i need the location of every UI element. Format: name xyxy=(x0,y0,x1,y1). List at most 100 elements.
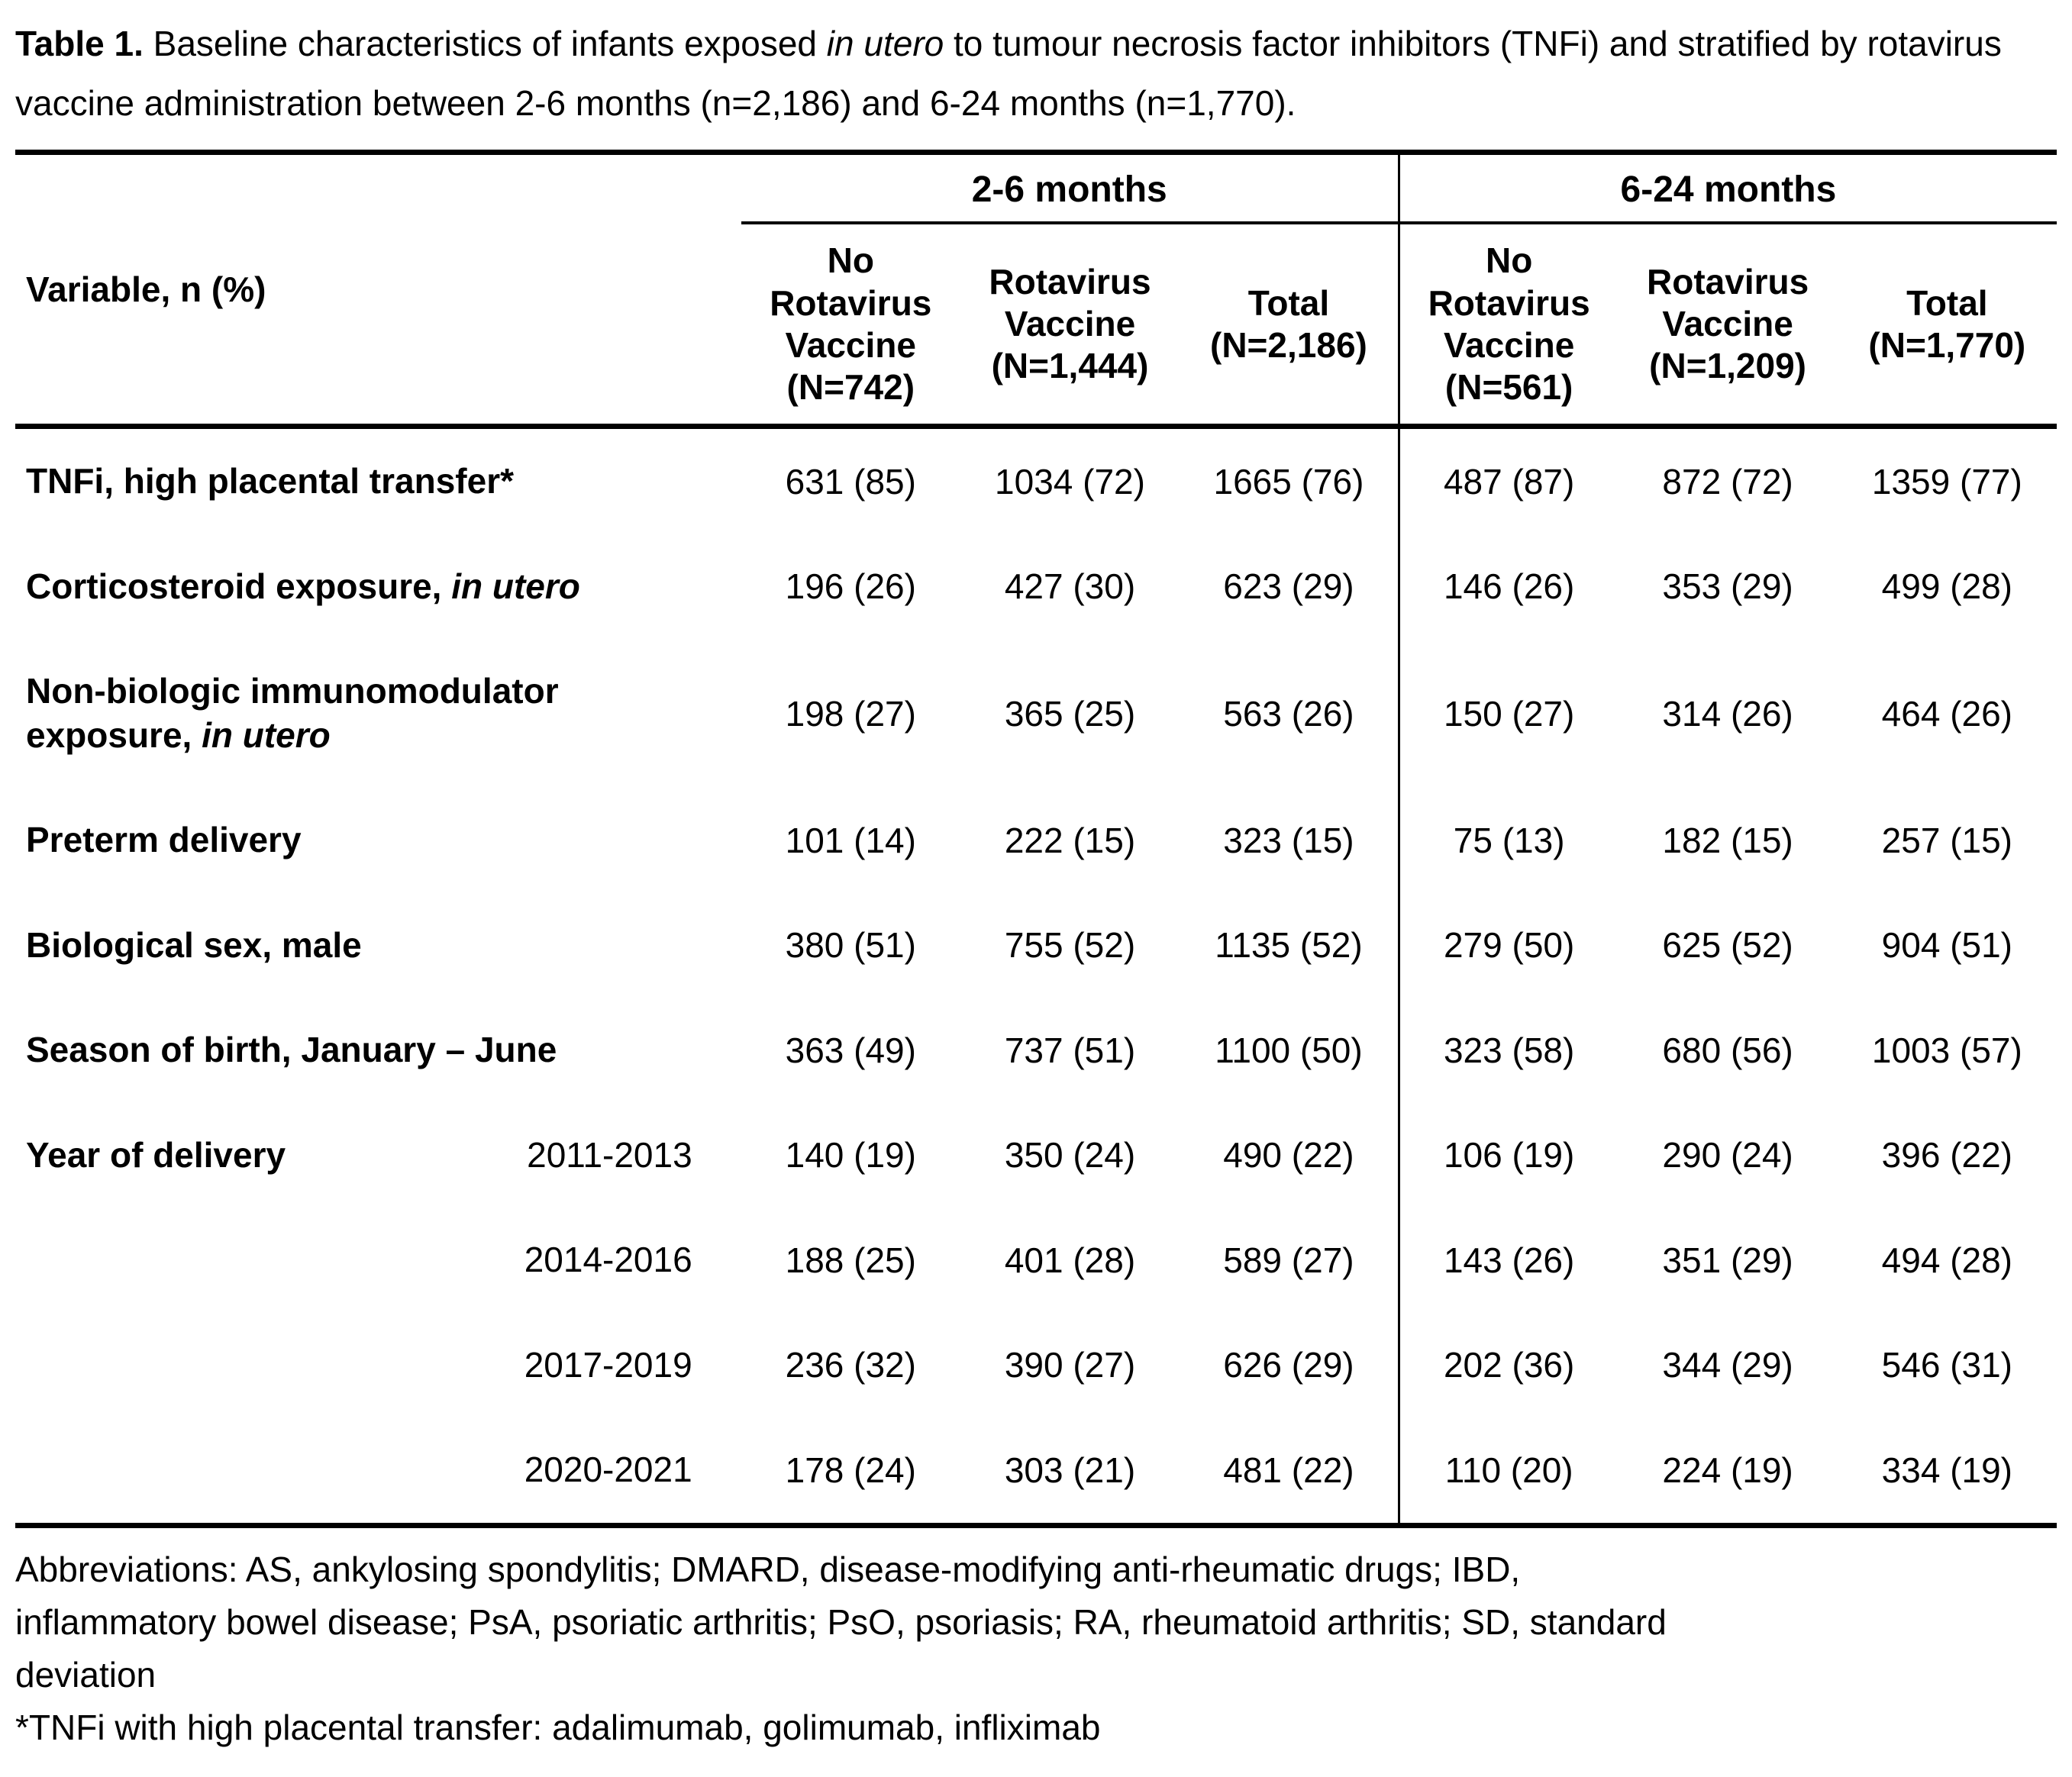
value-cell: 365 (25) xyxy=(1004,693,1136,734)
row-label-wrap: TNFi, high placental transfer* xyxy=(26,460,741,504)
row-label-cell: Non-biologic immunomodulator exposure, i… xyxy=(15,639,741,788)
table-caption-number: Table 1. xyxy=(15,24,144,63)
row-corticosteroid-exposure: Corticosteroid exposure, in utero 196 (2… xyxy=(15,534,2057,640)
group-header-row: Variable, n (%) 2-6 months 6-24 months xyxy=(15,150,2057,430)
row-preterm-delivery: Preterm delivery 101 (14) 222 (15) 323 (… xyxy=(15,788,2057,893)
value-cell: 202 (36) xyxy=(1397,1312,1619,1418)
value-cell: 1034 (72) xyxy=(995,461,1145,501)
row-sublabel: 2020-2021 xyxy=(524,1450,692,1490)
value-cell: 290 (24) xyxy=(1662,1135,1793,1176)
value-cell: 198 (27) xyxy=(785,693,916,734)
value-cell: 1135 (52) xyxy=(1215,925,1363,966)
value-cell: 279 (50) xyxy=(1397,892,1619,998)
col-header-total-2-6: Total (N=2,186) xyxy=(1180,223,1399,430)
value-cell: 110 (20) xyxy=(1397,1417,1619,1528)
baseline-characteristics-table: Variable, n (%) 2-6 months 6-24 months N… xyxy=(15,150,2057,1528)
value-cell: 334 (19) xyxy=(1837,1417,2057,1528)
row-label-cell: Year of delivery 2011-2013 xyxy=(15,1103,741,1208)
row-label-text: TNFi, high placental transfer* xyxy=(26,461,514,501)
row-sublabel: 2014-2016 xyxy=(524,1240,692,1280)
value-cell: 350 (24) xyxy=(1004,1135,1136,1176)
value-cell: 196 (26) xyxy=(785,566,916,607)
row-label-text: Year of delivery xyxy=(26,1134,286,1175)
value-cell: 143 (26) xyxy=(1397,1208,1619,1313)
value-cell: 380 (51) xyxy=(785,925,916,966)
row-year-2014-2016: 2014-2016 188 (25) 401 (28) 589 (27) 143… xyxy=(15,1208,2057,1313)
value-cell: 737 (51) xyxy=(1004,1030,1136,1070)
value-cell: 427 (30) xyxy=(1004,566,1136,607)
row-label-cell: Biological sex, male xyxy=(15,893,741,998)
value-cell: 390 (27) xyxy=(1004,1345,1136,1385)
col-header-no-rotavirus-2-6: No Rotavirus Vaccine (N=742) xyxy=(741,223,960,430)
row-label-wrap: Year of delivery 2011-2013 xyxy=(26,1134,741,1178)
col-header-no-rotavirus-6-24: No Rotavirus Vaccine (N=561) xyxy=(1397,223,1619,430)
value-cell: 499 (28) xyxy=(1881,566,2013,607)
row-label-wrap: Season of birth, January – June xyxy=(26,1028,741,1072)
row-biological-sex-male: Biological sex, male 380 (51) 755 (52) 1… xyxy=(15,892,2057,998)
value-cell: 323 (15) xyxy=(1223,820,1354,860)
value-cell: 1665 (76) xyxy=(1213,461,1364,501)
value-cell: 481 (22) xyxy=(1180,1417,1399,1528)
value-cell: 464 (26) xyxy=(1881,693,2013,734)
table-caption-text-1: Baseline characteristics of infants expo… xyxy=(143,24,827,63)
row-label-wrap: Non-biologic immunomodulator exposure, i… xyxy=(26,669,741,757)
row-year-2011-2013: Year of delivery 2011-2013 140 (19) 350 … xyxy=(15,1102,2057,1208)
value-cell: 589 (27) xyxy=(1223,1240,1354,1280)
row-label: Biological sex, male xyxy=(26,924,362,968)
value-cell: 303 (21) xyxy=(960,1417,1180,1528)
row-label-text: Preterm delivery xyxy=(26,820,302,860)
value-cell: 872 (72) xyxy=(1662,461,1793,501)
value-cell: 494 (28) xyxy=(1881,1240,2013,1280)
value-cell: 178 (24) xyxy=(741,1417,960,1528)
row-label-wrap: Biological sex, male xyxy=(26,924,741,968)
row-label-cell: 2017-2019 xyxy=(15,1313,741,1418)
value-cell: 401 (28) xyxy=(1004,1240,1136,1280)
table-caption: Table 1. Baseline characteristics of inf… xyxy=(15,14,2016,133)
row-label-cell: Corticosteroid exposure, in utero xyxy=(15,534,741,640)
value-cell: 75 (13) xyxy=(1397,788,1619,893)
value-cell: 344 (29) xyxy=(1662,1345,1793,1385)
table-caption-text-2: to tumour necrosis factor inhibitors (TN… xyxy=(15,24,2002,124)
row-label-wrap: 2020-2021 xyxy=(26,1448,741,1492)
row-nonbiologic-immunomodulator: Non-biologic immunomodulator exposure, i… xyxy=(15,639,2057,789)
value-cell: 490 (22) xyxy=(1223,1135,1354,1176)
tnfi-transfer-note: *TNFi with high placental transfer: adal… xyxy=(15,1707,1101,1747)
row-label: Preterm delivery xyxy=(26,818,302,863)
value-cell: 626 (29) xyxy=(1223,1345,1354,1385)
col-header-rotavirus-2-6: Rotavirus Vaccine (N=1,444) xyxy=(960,223,1180,430)
value-cell: 314 (26) xyxy=(1662,693,1793,734)
row-label-wrap: 2017-2019 xyxy=(26,1343,741,1388)
value-cell: 224 (19) xyxy=(1618,1417,1838,1528)
value-cell: 1003 (57) xyxy=(1871,1030,2022,1070)
row-label-cell: 2014-2016 xyxy=(15,1208,741,1313)
group-header-6-24-months: 6-24 months xyxy=(1397,150,2057,225)
col-header-total-6-24: Total (N=1,770) xyxy=(1837,223,2057,430)
row-label-text: Corticosteroid exposure, xyxy=(26,566,452,606)
row-label-wrap: 2014-2016 xyxy=(26,1238,741,1282)
value-cell: 222 (15) xyxy=(1004,820,1136,860)
table-footnotes: Abbreviations: AS, ankylosing spondyliti… xyxy=(15,1543,1702,1754)
row-label-wrap: Corticosteroid exposure, in utero xyxy=(26,565,741,609)
value-cell: 188 (25) xyxy=(785,1240,916,1280)
value-cell: 1359 (77) xyxy=(1871,461,2022,501)
col-header-rotavirus-6-24: Rotavirus Vaccine (N=1,209) xyxy=(1618,223,1838,430)
table-caption-italic: in utero xyxy=(826,24,944,63)
row-label: Year of delivery xyxy=(26,1134,286,1178)
value-cell: 563 (26) xyxy=(1223,693,1354,734)
value-cell: 623 (29) xyxy=(1223,566,1354,607)
row-label-text: Biological sex, male xyxy=(26,924,362,965)
row-label-cell: TNFi, high placental transfer* xyxy=(15,427,741,534)
value-cell: 487 (87) xyxy=(1397,426,1619,534)
row-year-2017-2019: 2017-2019 236 (32) 390 (27) 626 (29) 202… xyxy=(15,1312,2057,1418)
value-cell: 363 (49) xyxy=(785,1030,916,1070)
variable-column-header: Variable, n (%) xyxy=(15,150,741,430)
value-cell: 546 (31) xyxy=(1881,1345,2013,1385)
value-cell: 146 (26) xyxy=(1397,534,1619,640)
row-label-cell: Season of birth, January – June xyxy=(15,998,741,1103)
value-cell: 106 (19) xyxy=(1397,1102,1619,1208)
value-cell: 323 (58) xyxy=(1397,998,1619,1103)
row-label-wrap: Preterm delivery xyxy=(26,818,741,863)
row-year-2020-2021: 2020-2021 178 (24) 303 (21) 481 (22) 110… xyxy=(15,1417,2057,1528)
value-cell: 680 (56) xyxy=(1662,1030,1793,1070)
value-cell: 1100 (50) xyxy=(1215,1030,1363,1070)
